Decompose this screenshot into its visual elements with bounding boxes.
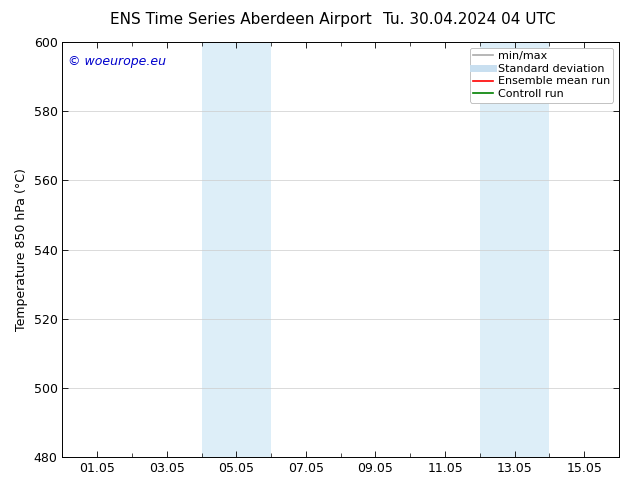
Text: ENS Time Series Aberdeen Airport: ENS Time Series Aberdeen Airport [110, 12, 372, 27]
Y-axis label: Temperature 850 hPa (°C): Temperature 850 hPa (°C) [15, 168, 28, 331]
Text: Tu. 30.04.2024 04 UTC: Tu. 30.04.2024 04 UTC [383, 12, 555, 27]
Legend: min/max, Standard deviation, Ensemble mean run, Controll run: min/max, Standard deviation, Ensemble me… [470, 48, 614, 102]
Bar [480, 42, 550, 457]
Text: © woeurope.eu: © woeurope.eu [68, 54, 166, 68]
Bar [202, 42, 271, 457]
